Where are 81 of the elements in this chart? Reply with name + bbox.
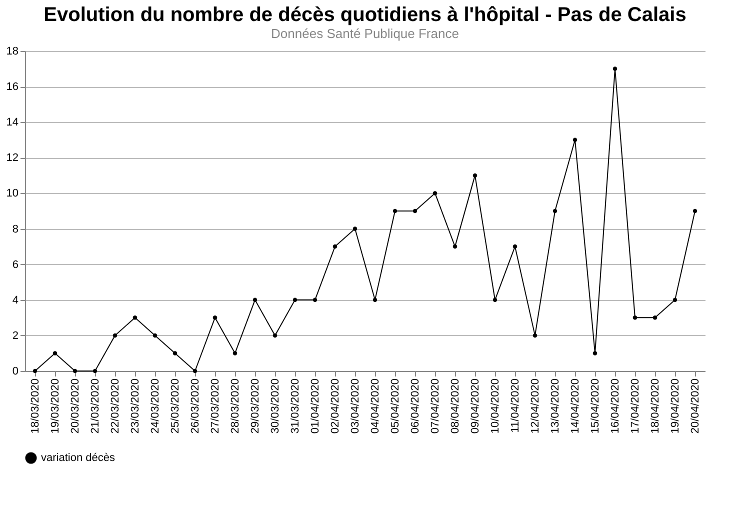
x-tick-label: 17/04/2020 (630, 378, 642, 434)
point (372, 298, 378, 302)
point (452, 244, 458, 249)
point (552, 208, 558, 214)
point (672, 298, 678, 302)
point (192, 368, 198, 374)
x-tick-label: 20/03/2020 (70, 378, 82, 434)
y-tick-label: 10 (6, 188, 18, 200)
x-tick-label: 18/03/2020 (30, 378, 42, 434)
y-tick-label: 2 (12, 330, 18, 342)
x-tick-label: 30/03/2020 (270, 378, 282, 434)
x-tick-label: 19/03/2020 (50, 378, 62, 434)
x-tick-label: 26/03/2020 (190, 378, 202, 434)
y-tick-label: 12 (6, 152, 18, 164)
point (572, 138, 578, 142)
legend-label: variation décès (41, 452, 116, 464)
x-tick-label: 02/04/2020 (330, 378, 342, 434)
point (432, 191, 438, 196)
x-tick-label: 08/04/2020 (450, 378, 462, 434)
x-tick-label: 15/04/2020 (590, 378, 602, 434)
y-tick-label: 8 (12, 223, 18, 236)
x-tick-label: 10/04/2020 (490, 378, 502, 434)
x-tick-label: 27/03/2020 (210, 378, 222, 434)
x-tick-label: 18/04/2020 (650, 378, 662, 434)
x-tick-label: 01/04/2020 (310, 378, 322, 434)
x-tick-label: 06/04/2020 (410, 378, 422, 434)
y-tick-label: 4 (12, 294, 18, 306)
x-tick-label: 16/04/2020 (610, 378, 622, 434)
x-tick-label: 07/04/2020 (430, 378, 442, 434)
point (172, 351, 178, 356)
x-tick-label: 12/04/2020 (530, 378, 542, 434)
point (612, 66, 618, 71)
y-tick-label: 18 (6, 46, 18, 58)
x-tick-label: 14/04/2020 (570, 378, 582, 434)
x-tick-label: 19/04/2020 (670, 378, 682, 434)
point (652, 316, 658, 320)
point (92, 368, 98, 374)
y-tick-label: 16 (6, 81, 18, 94)
chart-subtitle: Données Santé Publique France (271, 26, 459, 41)
x-tick-label: 13/04/2020 (550, 378, 562, 434)
point (212, 316, 218, 320)
point (272, 333, 278, 338)
x-tick-label: 23/03/2020 (130, 378, 142, 434)
point (592, 351, 598, 356)
x-tick-label: 31/03/2020 (290, 378, 302, 434)
chart-title: Evolution du nombre de décès quotidiens à l'hôpital - Pas de Calais (44, 4, 686, 26)
x-tick-label: 04/04/2020 (370, 378, 382, 434)
x-tick-label: 28/03/2020 (230, 378, 242, 434)
y-tick-label: 0 (12, 366, 18, 378)
x-tick-label: 29/03/2020 (250, 378, 262, 434)
point (72, 368, 78, 374)
x-tick-label: 25/03/2020 (170, 378, 182, 434)
x-tick-label: 11/04/2020 (510, 378, 522, 433)
point (252, 298, 258, 302)
x-tick-label: 21/03/2020 (90, 378, 102, 434)
point (52, 351, 58, 356)
point (352, 226, 358, 231)
y-tick-label: 14 (6, 116, 18, 129)
point (112, 333, 118, 338)
point (132, 316, 138, 320)
point (532, 333, 538, 338)
point (632, 316, 638, 320)
point (232, 351, 238, 356)
point (692, 208, 698, 214)
y-tick-label: 6 (12, 258, 18, 271)
point (492, 298, 498, 302)
point (292, 298, 298, 302)
point (512, 244, 518, 249)
x-tick-label: 22/03/2020 (110, 378, 122, 434)
point (152, 333, 158, 338)
x-tick-label: 20/04/2020 (690, 378, 702, 434)
x-tick-label: 05/04/2020 (390, 378, 402, 434)
point (32, 368, 38, 374)
x-tick-label: 03/04/2020 (350, 378, 362, 434)
point (312, 298, 318, 302)
point (332, 244, 338, 249)
x-tick-label: 24/03/2020 (150, 378, 162, 434)
point (392, 208, 398, 214)
point (412, 208, 418, 214)
x-tick-label: 09/04/2020 (470, 378, 482, 434)
point (472, 173, 478, 178)
